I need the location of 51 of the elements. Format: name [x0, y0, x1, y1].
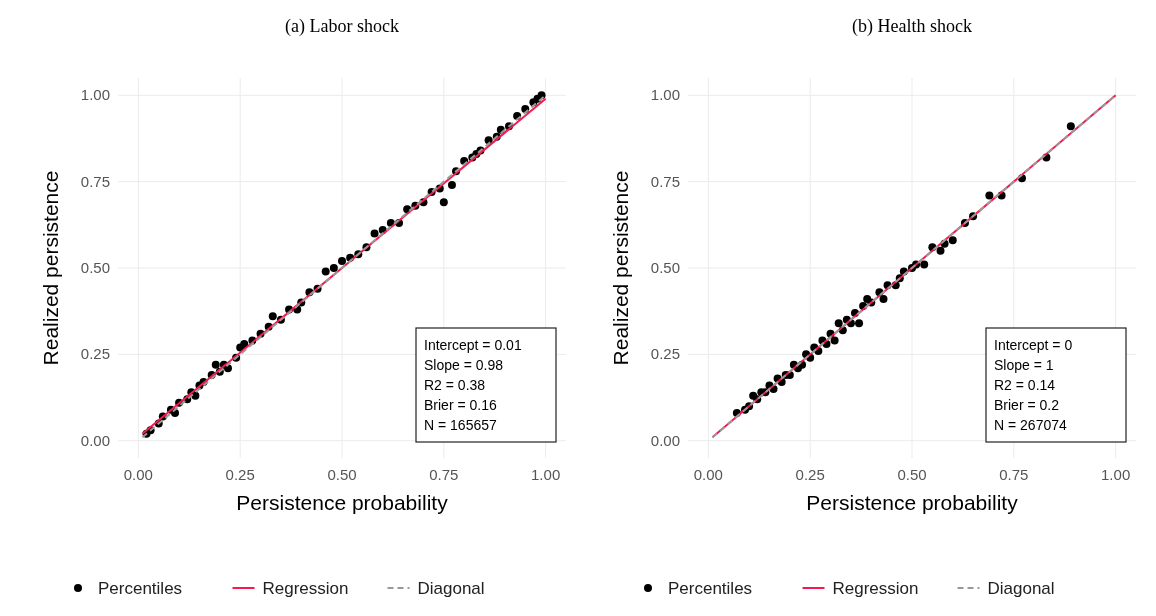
annotation: N = 165657 — [424, 417, 497, 433]
y-tick-label: 0.75 — [80, 172, 110, 190]
point — [936, 246, 945, 255]
legend-label: Regression — [832, 579, 919, 598]
y-tick-label: 1.00 — [650, 86, 680, 104]
x-tick-label: 0.75 — [999, 466, 1029, 483]
annotation: Slope = 1 — [994, 357, 1054, 373]
point — [1066, 122, 1075, 131]
annotation: R2 = 0.14 — [994, 377, 1056, 393]
y-tick-label: 0.75 — [650, 172, 680, 190]
y-axis-title: Realized persistence — [609, 170, 632, 366]
chart-title: (a) Labor shock — [285, 16, 399, 37]
legend-label: Regression — [262, 579, 349, 598]
x-tick-label: 0.25 — [225, 466, 255, 483]
y-tick-label: 0.00 — [80, 431, 110, 449]
x-tick-label: 1.00 — [1101, 466, 1131, 483]
point — [920, 260, 929, 269]
point — [855, 319, 864, 328]
x-axis-title: Persistence probability — [236, 491, 449, 514]
x-tick-label: 0.75 — [429, 466, 459, 483]
x-tick-label: 1.00 — [531, 466, 561, 483]
point — [834, 319, 843, 328]
x-tick-label: 0.00 — [693, 466, 723, 483]
y-axis-title: Realized persistence — [39, 170, 62, 366]
annotation: Intercept = 0 — [994, 337, 1073, 353]
y-tick-label: 0.50 — [650, 259, 680, 276]
annotation: Brier = 0.2 — [994, 397, 1060, 413]
annotation: Slope = 0.98 — [424, 357, 504, 373]
y-tick-label: 0.00 — [650, 431, 680, 449]
annotation: N = 267074 — [994, 417, 1067, 433]
annotation: R2 = 0.38 — [424, 377, 486, 393]
annotation: Brier = 0.16 — [424, 397, 497, 413]
y-tick-label: 1.00 — [80, 86, 110, 104]
legend-label: Diagonal — [987, 579, 1055, 598]
legend-label: Percentiles — [668, 579, 753, 598]
annotation: Intercept = 0.01 — [424, 337, 522, 353]
point — [985, 191, 994, 200]
y-tick-label: 0.25 — [80, 345, 110, 363]
legend-label: Diagonal — [417, 579, 485, 598]
point — [948, 236, 957, 245]
y-tick-label: 0.25 — [650, 345, 680, 363]
point — [879, 295, 888, 304]
y-tick-label: 0.50 — [80, 259, 110, 276]
chart-title: (b) Health shock — [852, 16, 972, 37]
x-axis-title: Persistence probability — [806, 491, 1019, 514]
x-tick-label: 0.25 — [795, 466, 825, 483]
x-tick-label: 0.50 — [327, 466, 357, 483]
x-tick-label: 0.00 — [123, 466, 153, 483]
point — [830, 336, 839, 345]
x-tick-label: 0.50 — [897, 466, 927, 483]
legend-label: Percentiles — [98, 579, 183, 598]
